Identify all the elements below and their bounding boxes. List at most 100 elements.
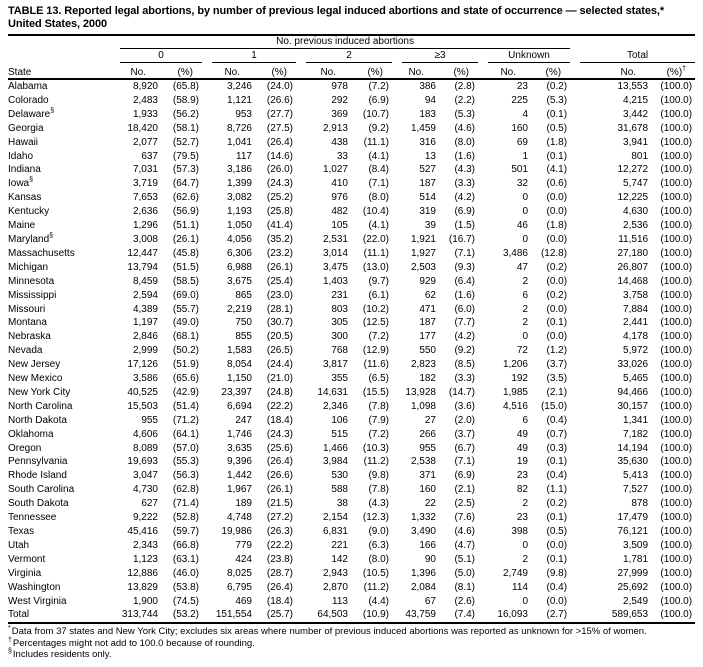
percent-cell: (100.0)	[660, 233, 693, 245]
count-cell: 17,479	[617, 512, 649, 524]
count-cell: 469	[235, 595, 252, 607]
percent-cell: (100.0)	[660, 108, 693, 120]
page-title: TABLE 13. Reported legal abortions, by n…	[8, 5, 695, 31]
state-cell: Texas	[8, 526, 35, 537]
percent-cell: (26.1)	[172, 233, 199, 245]
count-cell: 1,933	[132, 108, 158, 120]
count-cell: 1,403	[322, 275, 348, 287]
table-row: Minnesota 8,459 (58.5) 3,675 (25.4) 1,403 (9.7…	[8, 275, 695, 289]
count-cell: 501	[511, 164, 528, 176]
count-cell: 13,553	[617, 81, 649, 92]
percent-cell: (3.3)	[454, 178, 475, 190]
percent-cell: (100.0)	[660, 553, 693, 565]
count-cell: 182	[419, 373, 436, 385]
count-cell: 2,531	[322, 233, 348, 245]
count-cell: 19,693	[127, 456, 158, 468]
percent-cell: (15.5)	[362, 386, 389, 398]
count-cell: 1,459	[410, 122, 436, 134]
percent-cell: (100.0)	[660, 512, 693, 524]
count-cell: 27,999	[617, 567, 649, 579]
count-cell: 82	[516, 484, 528, 496]
percent-cell: (0.6)	[546, 178, 568, 190]
percent-cell: (4.6)	[454, 122, 475, 134]
percent-cell: (24.8)	[266, 386, 293, 398]
percent-cell: (4.3)	[454, 164, 475, 176]
count-cell: 2,846	[132, 331, 158, 343]
percent-cell: (22.0)	[362, 233, 389, 245]
count-cell: 2,346	[322, 400, 348, 412]
count-cell: 3,186	[226, 164, 252, 176]
table-row: Michigan 13,794 (51.5) 6,988 (26.1) 3,475 (13.…	[8, 261, 695, 275]
count-cell: 7,182	[623, 428, 649, 440]
count-cell: 90	[424, 553, 436, 565]
count-cell: 750	[235, 317, 252, 329]
count-cell: 0	[522, 233, 528, 245]
subheader-row: State No. (%) No. (%) No. (%) No. (%) No…	[8, 63, 696, 80]
percent-cell: (13.0)	[362, 261, 389, 273]
percent-cell: (0.4)	[546, 470, 568, 482]
count-cell: 6,831	[322, 526, 348, 537]
state-cell: Oklahoma	[8, 428, 54, 440]
table-row: New Mexico 3,586 (65.6) 1,150 (21.0) 355 (6.5)…	[8, 372, 695, 386]
percent-cell: (9.2)	[454, 345, 475, 357]
percent-cell: (100.0)	[660, 526, 693, 537]
count-cell: 2,636	[132, 206, 158, 218]
count-cell: 550	[419, 345, 436, 357]
percent-cell: (100.0)	[660, 498, 693, 510]
percent-cell: (7.6)	[454, 512, 475, 524]
count-cell: 438	[331, 136, 348, 148]
state-cell: North Carolina	[8, 400, 73, 412]
state-cell: South Dakota	[8, 498, 69, 510]
table-row: Nevada 2,999 (50.2) 1,583 (26.5) 768 (12.9) 550…	[8, 344, 695, 358]
count-cell: 142	[331, 553, 348, 565]
percent-cell: (66.8)	[172, 539, 199, 551]
count-cell: 398	[511, 526, 528, 537]
percent-cell: (35.2)	[266, 233, 293, 245]
percent-cell: (9.8)	[368, 470, 389, 482]
percent-cell: (0.0)	[546, 206, 568, 218]
dagger-marker: †	[682, 65, 687, 73]
count-cell: 15,503	[127, 400, 158, 412]
state-cell: Virginia	[8, 567, 42, 579]
footnote-asterisk: *Data from 37 states and New York City; …	[8, 625, 647, 638]
state-cell: Colorado	[8, 94, 49, 106]
percent-cell: (41.4)	[266, 220, 293, 232]
percent-cell: (0.4)	[546, 581, 568, 593]
count-cell: 2,503	[410, 261, 436, 273]
table-header: No. previous induced abortions 0 1 2 ≥3 …	[8, 36, 696, 80]
count-cell: 2,084	[410, 581, 436, 593]
table-row: Georgia 18,420 (58.1) 8,726 (27.5) 2,913 (9.2)…	[8, 122, 695, 136]
percent-cell: (100.0)	[660, 484, 693, 496]
percent-cell: (100.0)	[660, 164, 693, 176]
percent-cell: (1.6)	[454, 150, 475, 162]
table-row: Vermont 1,123 (63.1) 424 (23.8) 142 (8.0) 90 (5.…	[8, 553, 695, 567]
count-cell: 7,527	[623, 484, 649, 496]
count-cell: 27,180	[617, 247, 649, 259]
percent-cell: (62.6)	[172, 192, 199, 204]
table-row: West Virginia 1,900 (74.5) 469 (18.4) 113 (4.4…	[8, 595, 695, 609]
percent-cell: (0.0)	[546, 331, 568, 343]
count-cell: 7,884	[623, 303, 649, 315]
percent-cell: (100.0)	[660, 261, 693, 273]
count-cell: 2	[522, 317, 528, 329]
count-cell: 1,332	[410, 512, 436, 524]
percent-cell: (24.0)	[266, 81, 293, 92]
count-cell: 1,296	[132, 220, 158, 232]
table-row: Alabama 8,920 (65.8) 3,246 (24.0) 978 (7.2) 386…	[8, 79, 695, 94]
percent-cell: (8.5)	[454, 359, 475, 371]
percent-cell: (100.0)	[660, 275, 693, 287]
percent-cell: (12.9)	[362, 345, 389, 357]
percent-cell: (26.4)	[266, 136, 293, 148]
count-cell: 35,630	[617, 456, 649, 468]
percent-cell: (7.1)	[454, 456, 475, 468]
percent-cell: (25.2)	[266, 192, 293, 204]
state-cell: Vermont	[8, 553, 46, 565]
count-cell: 978	[331, 81, 348, 92]
count-cell: 2,483	[132, 94, 158, 106]
count-cell: 1,123	[132, 553, 158, 565]
state-cell: New York City	[8, 386, 71, 398]
table-row: South Dakota 627 (71.4) 189 (21.5) 38 (4.3) 22 (…	[8, 497, 695, 511]
percent-cell: (4.7)	[454, 539, 475, 551]
percent-cell: (2.6)	[454, 595, 475, 607]
percent-cell: (8.0)	[368, 553, 389, 565]
